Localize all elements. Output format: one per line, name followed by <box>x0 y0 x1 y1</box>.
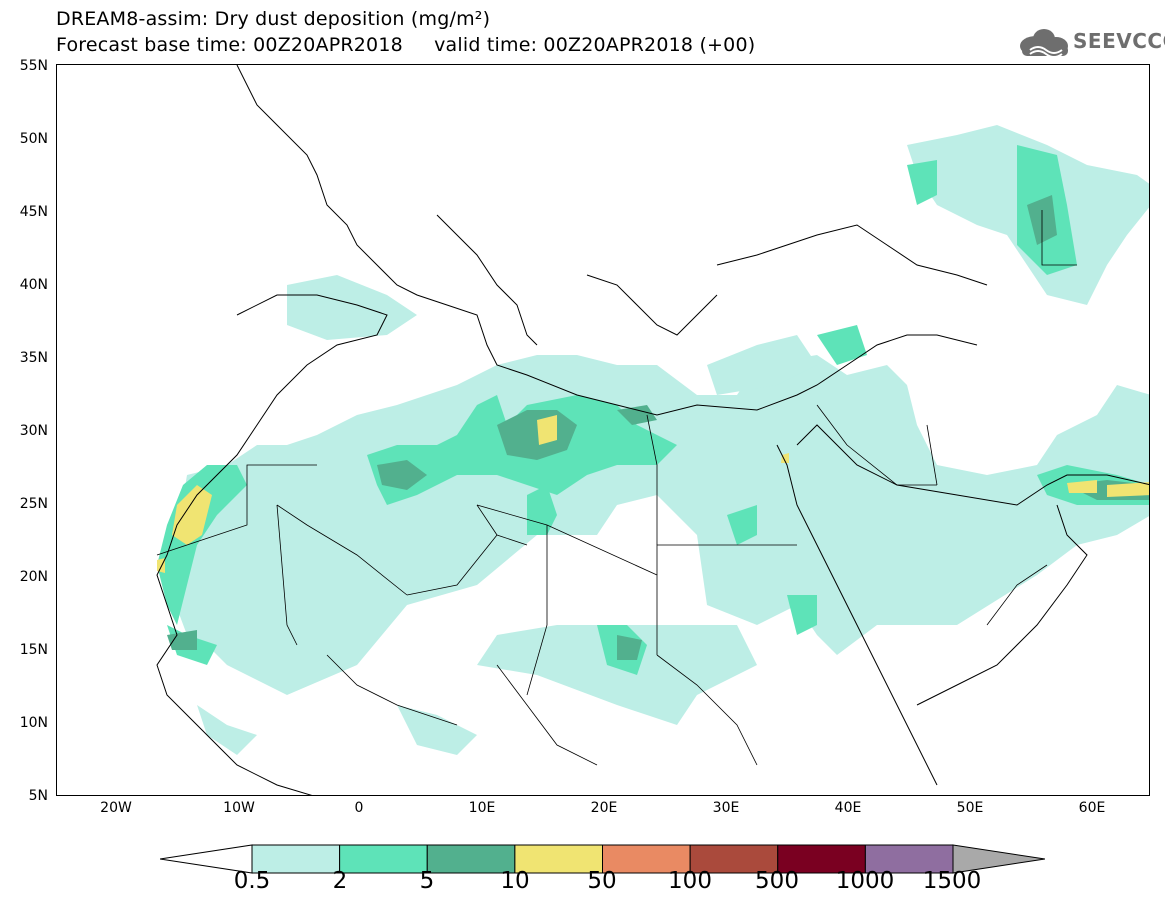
country-borders <box>156 210 1077 766</box>
colorbar-label: 500 <box>755 868 799 894</box>
colorbar-over-arrow <box>952 844 1045 874</box>
lon-label: 30E <box>712 800 740 816</box>
map-title: DREAM8-assim: Dry dust deposition (mg/m²… <box>56 8 491 30</box>
logo-text: SEEVCCC <box>1073 29 1165 53</box>
colorbar-label: 1000 <box>835 868 895 894</box>
colorbar-swatch <box>777 844 866 874</box>
lon-label: 20E <box>590 800 618 816</box>
coastlines <box>156 65 1149 795</box>
lon-label: 60E <box>1078 800 1106 816</box>
lat-label: 35N <box>19 350 48 366</box>
lon-label: 50E <box>956 800 984 816</box>
colorbar-label: 5 <box>419 868 435 894</box>
colorbar-label: 10 <box>500 868 530 894</box>
lat-label: 55N <box>19 58 48 74</box>
lon-label: 10E <box>468 800 496 816</box>
colorbar-label: 2 <box>332 868 348 894</box>
lat-label: 10N <box>19 715 48 731</box>
dust-deposition-map <box>56 64 1150 796</box>
colorbar-label: 50 <box>587 868 617 894</box>
colorbar-swatches <box>251 844 954 874</box>
cloud-icon <box>1020 29 1068 58</box>
lat-label: 30N <box>19 423 48 439</box>
forecast-time-line: Forecast base time: 00Z20APR2018 valid t… <box>56 34 756 56</box>
lat-label: 25N <box>19 496 48 512</box>
colorbar-label: 1500 <box>922 868 982 894</box>
colorbar-swatch <box>426 844 516 874</box>
colorbar-swatch <box>251 844 341 874</box>
colorbar-swatch <box>514 844 603 874</box>
colorbar-swatch <box>864 844 954 874</box>
lat-label: 50N <box>19 131 48 147</box>
dust-level-4-areas <box>157 415 1149 573</box>
colorbar-label: 0.5 <box>233 868 271 894</box>
lat-label: 15N <box>19 642 48 658</box>
lon-label: 0 <box>354 800 364 816</box>
lon-label: 10W <box>223 800 255 816</box>
colorbar <box>160 844 1045 874</box>
lat-label: 20N <box>19 569 48 585</box>
lon-label: 40E <box>834 800 862 816</box>
colorbar-swatch <box>602 844 691 874</box>
dust-level-1-areas <box>172 125 1149 755</box>
lat-label: 5N <box>28 788 48 804</box>
lat-label: 40N <box>19 277 48 293</box>
map-canvas <box>156 65 1149 795</box>
colorbar-label: 100 <box>668 868 712 894</box>
lon-label: 20W <box>100 800 132 816</box>
lat-label: 45N <box>19 204 48 220</box>
